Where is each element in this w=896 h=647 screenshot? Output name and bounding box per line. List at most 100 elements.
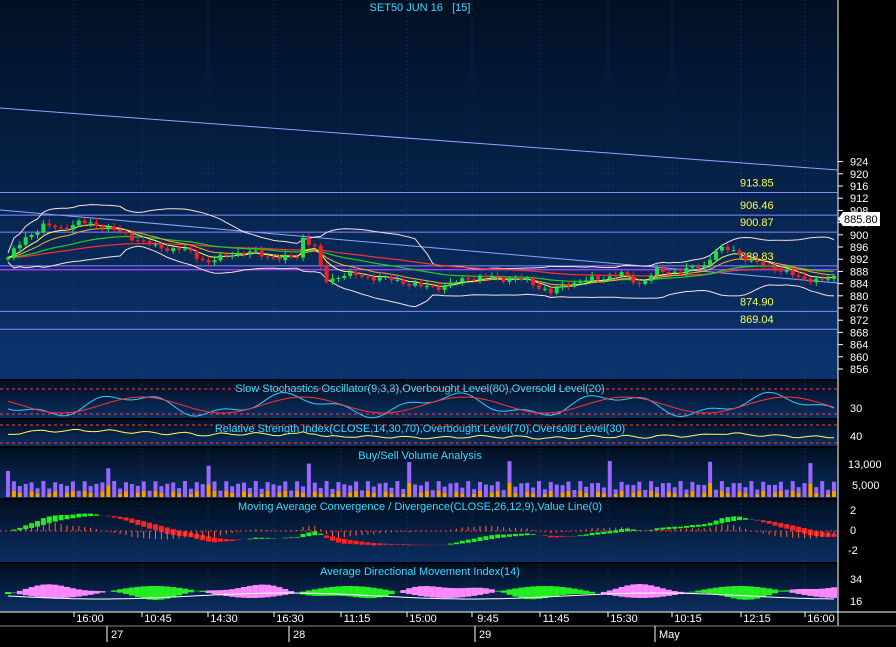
volume-bar-top-15 (94, 483, 99, 492)
time-label-4: 11:15 (344, 613, 371, 625)
volume-bar-top-39 (236, 483, 241, 492)
candle-body-47 (283, 254, 288, 261)
volume-bar-top-27 (165, 483, 170, 492)
volume-bar-top-31 (188, 488, 193, 494)
volume-bar-base-74 (442, 492, 447, 497)
volume-bar-base-60 (360, 494, 364, 497)
volume-bar-base-28 (171, 491, 176, 497)
volume-bar-top-94 (560, 485, 565, 493)
volume-bar-top-33 (200, 484, 205, 492)
volume-bar-top-58 (348, 485, 353, 493)
price-tick-912: 912 (850, 193, 868, 205)
volume-bar-top-25 (153, 481, 158, 491)
volume-bar-top-89 (531, 487, 536, 494)
volume-bar-top-62 (371, 486, 376, 493)
volume-bar-top-136 (808, 463, 813, 484)
candle-body-72 (430, 286, 435, 288)
volume-bar-base-56 (336, 491, 341, 497)
candle-body-34 (206, 260, 211, 263)
volume-bar-base-94 (560, 492, 565, 497)
volume-bar-base-103 (613, 493, 618, 497)
volume-bar-base-1 (11, 490, 16, 497)
price-tick-916: 916 (850, 181, 868, 193)
candle-body-50 (301, 237, 305, 258)
price-tick-896: 896 (850, 242, 868, 254)
volume-bar-top-17 (106, 468, 111, 486)
volume-bar-base-31 (188, 493, 193, 497)
volume-bar-base-134 (796, 493, 801, 497)
volume-bar-base-117 (696, 492, 701, 497)
volume-bar-top-126 (749, 481, 754, 491)
date-label-0: 27 (111, 629, 123, 641)
volume-bar-base-77 (460, 493, 465, 497)
volume-bar-top-113 (672, 487, 677, 494)
volume-bar-base-38 (230, 492, 235, 497)
channel-lower (0, 209, 839, 284)
volume-bar-top-84 (501, 490, 506, 495)
rsi-panel-bg (0, 420, 838, 446)
candle-body-110 (655, 268, 659, 276)
volume-bar-base-128 (761, 490, 766, 497)
volume-bar-base-65 (389, 493, 394, 497)
volume-bar-top-49 (295, 481, 300, 491)
candle-body-117 (696, 266, 701, 269)
price-tick-860: 860 (850, 352, 868, 364)
volume-bar-top-93 (554, 484, 559, 493)
candle-body-119 (708, 259, 713, 266)
volume-bar-base-98 (584, 492, 589, 497)
candle-body-108 (643, 280, 648, 284)
candle-body-139 (826, 278, 831, 280)
volume-bar-base-101 (601, 493, 606, 497)
volume-bar-base-64 (383, 491, 388, 497)
candle-body-52 (312, 244, 317, 246)
volume-bar-top-53 (318, 487, 323, 494)
candle-body-65 (389, 276, 394, 281)
candle-body-132 (784, 270, 789, 272)
volume-bar-base-84 (501, 494, 506, 497)
candle-body-97 (578, 281, 583, 283)
volume-bar-top-67 (401, 489, 406, 494)
volume-bar-base-140 (832, 490, 836, 497)
volume-bar-base-41 (247, 493, 252, 497)
volume-bar-top-47 (283, 481, 288, 491)
volume-bar-top-133 (790, 481, 795, 491)
stoch-tick-30: 30 (850, 403, 862, 415)
volume-bar-top-20 (124, 482, 128, 492)
volume-bar-top-41 (247, 488, 252, 494)
candle-body-92 (548, 288, 553, 294)
price-tick-864: 864 (850, 340, 868, 352)
candle-body-134 (796, 275, 801, 277)
level-label-5: 869.04 (740, 314, 774, 326)
volume-bar-base-40 (242, 491, 246, 497)
volume-bar-base-75 (448, 491, 453, 497)
candle-body-49 (295, 256, 300, 258)
volume-bar-base-97 (578, 490, 583, 497)
price-tick-868: 868 (850, 327, 868, 339)
candle-body-95 (566, 285, 571, 287)
macd-title: Moving Average Convergence / Divergence(… (238, 501, 602, 513)
candle-body-8 (53, 225, 58, 228)
volume-bar-base-51 (306, 483, 311, 497)
volume-bar-top-125 (743, 487, 748, 494)
candle-body-6 (41, 223, 46, 233)
candle-body-4 (29, 235, 34, 238)
candle-body-81 (483, 275, 488, 278)
candle-body-88 (525, 277, 530, 280)
candle-body-25 (153, 244, 158, 246)
volume-bar-base-33 (200, 491, 205, 497)
candle-body-127 (755, 260, 760, 262)
rsi-tick-40: 40 (850, 431, 862, 443)
candle-body-58 (348, 272, 353, 276)
volume-bar-top-82 (489, 485, 494, 493)
candle-body-36 (218, 254, 223, 261)
candle-body-19 (118, 229, 123, 232)
volume-bar-base-35 (212, 490, 217, 497)
last-price-marker: 885.80 (838, 212, 880, 226)
candle-body-3 (23, 237, 28, 245)
volume-bar-top-21 (129, 484, 134, 492)
volume-bar-base-93 (554, 492, 559, 497)
volume-tick-5000: 5,000 (852, 480, 880, 492)
volume-bar-top-95 (566, 481, 571, 491)
